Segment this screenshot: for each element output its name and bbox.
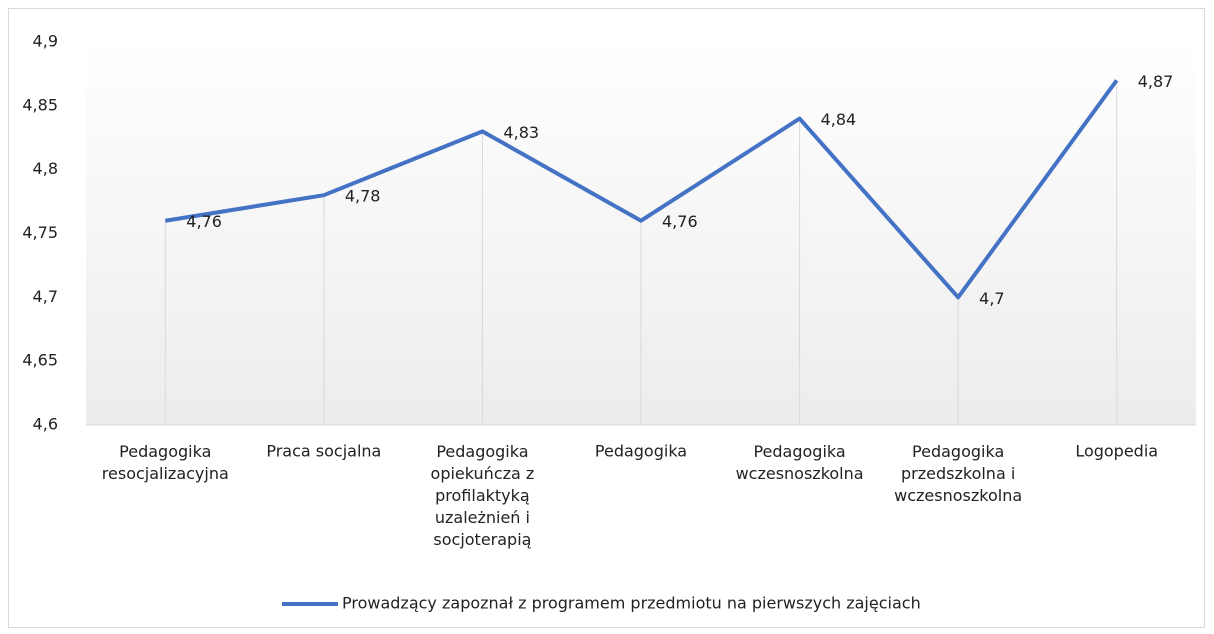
x-tick-label: Pedagogika resocjalizacyjna	[102, 442, 229, 483]
y-tick-label: 4,9	[33, 32, 58, 51]
y-tick-label: 4,8	[33, 159, 58, 178]
series-line	[164, 79, 1119, 300]
data-label: 4,87	[1138, 72, 1174, 91]
x-tick-label: Pedagogika	[595, 442, 687, 461]
y-tick-label: 4,65	[22, 351, 58, 370]
data-label: 4,78	[345, 187, 381, 206]
x-tick-label: Praca socjalna	[266, 442, 381, 461]
data-label: 4,7	[979, 289, 1004, 308]
legend: Prowadzący zapoznał z programem przedmio…	[282, 594, 921, 613]
data-label: 4,83	[503, 123, 539, 142]
data-label: 4,76	[186, 212, 222, 231]
y-tick-label: 4,85	[22, 95, 58, 114]
y-tick-label: 4,7	[33, 287, 58, 306]
legend-label: Prowadzący zapoznał z programem przedmio…	[342, 594, 921, 613]
x-tick-label: Pedagogika wczesnoszkolna	[736, 442, 864, 483]
data-label: 4,84	[821, 110, 857, 129]
data-label: 4,76	[662, 212, 698, 231]
x-tick-label: Logopedia	[1075, 442, 1158, 461]
y-tick-label: 4,75	[22, 223, 58, 242]
y-tick-label: 4,6	[33, 415, 58, 434]
x-tick-label: Pedagogika opiekuńcza z profilaktyką uzależ…	[431, 442, 535, 549]
x-tick-label: Pedagogika przedszkolna i wczesnoszkolna	[894, 442, 1022, 505]
